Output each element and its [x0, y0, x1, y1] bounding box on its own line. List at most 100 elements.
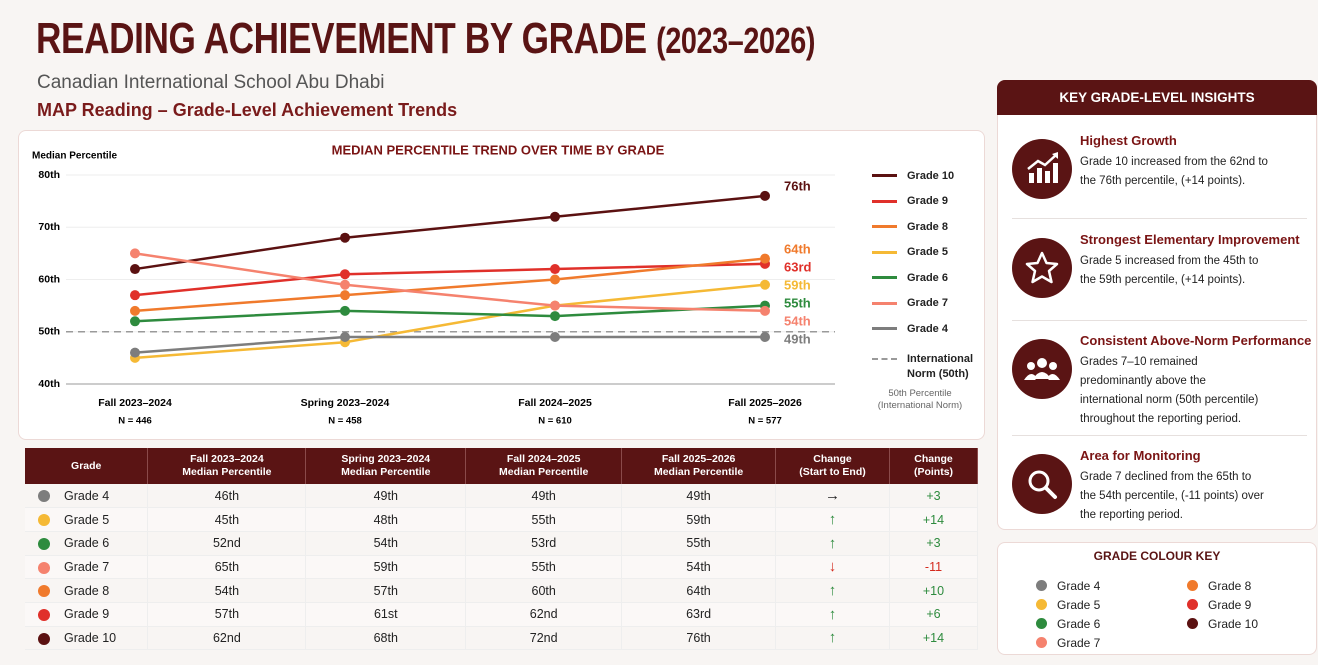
key-item: Grade 6: [1036, 614, 1100, 633]
series-line: [134, 262, 766, 297]
legend-label: Grade 4: [907, 322, 948, 335]
cell-text: +14: [922, 630, 945, 645]
cell-text: 68th: [373, 630, 398, 645]
insight-text: Grades 7–10 remained predominantly above…: [1080, 356, 1259, 425]
header-line: Fall 2025–2026: [661, 453, 736, 465]
cell-text: 53rd: [531, 536, 557, 551]
table-cell: →: [775, 484, 890, 509]
legend-swatch: [872, 276, 897, 280]
header-row: Grade Fall 2023–2024 Median Percentile Spri…: [25, 448, 979, 484]
cell-text: 48th: [373, 512, 398, 527]
table-row: Grade 4 46th 49th 49th 49th → +3: [25, 484, 979, 509]
y-tick-label: 40th: [38, 378, 60, 390]
table-cell: Grade 8: [25, 578, 149, 603]
y-tick-label: 50th: [38, 326, 60, 338]
table-row: Grade 10 62nd 68th 72nd 76th ↑ +14: [25, 626, 979, 651]
row-dot: [38, 632, 50, 645]
x-tick-note: N = 577: [748, 416, 782, 427]
data-point: [340, 269, 350, 280]
row-dot: [38, 490, 50, 503]
table-cell: 64th: [621, 578, 777, 603]
table-cell: 59th: [305, 555, 467, 580]
title-text: READING ACHIEVEMENT BY GRADE: [36, 14, 647, 63]
header-line: (Points): [913, 466, 954, 478]
grade-name: Grade 6: [64, 536, 110, 551]
legend-item: International Norm (50th): [872, 352, 984, 382]
key-dot: [1036, 618, 1047, 629]
cell-text: ↓: [828, 558, 837, 576]
series-line: [134, 252, 766, 313]
table-cell: 49th: [621, 484, 777, 509]
cell-text: 72nd: [529, 630, 558, 645]
star-icon: [1012, 238, 1072, 298]
legend-label: Grade 8: [907, 220, 948, 233]
key-item: Grade 10: [1187, 614, 1258, 633]
cell-text: 55th: [531, 559, 556, 574]
table-row: Grade 8 54th 57th 60th 64th ↑ +10: [25, 578, 979, 603]
separator: [1012, 218, 1307, 219]
table-cell: ↑: [775, 602, 890, 627]
separator: [1012, 320, 1307, 321]
table-cell: 76th: [621, 626, 777, 651]
table-cell: 60th: [465, 578, 623, 603]
key-dot: [1036, 580, 1047, 591]
separator: [1012, 435, 1307, 436]
cell-text: +14: [922, 512, 945, 527]
table-cell: -11: [889, 555, 979, 580]
data-point: [130, 290, 140, 301]
legend-item: Grade 7: [872, 291, 984, 317]
header-line: Median Percentile: [182, 466, 272, 478]
cell-text: ↑: [828, 511, 837, 529]
data-point: [760, 279, 770, 290]
legend: Grade 10 Grade 9 Grade 8 Grade 5 Grade 6 Grad…: [872, 163, 984, 382]
chart: MEDIAN PERCENTILE TREND OVER TIME BY GRA…: [32, 142, 835, 427]
cell-text: 54th: [214, 583, 240, 598]
column-header: Spring 2023–2024 Median Percentile: [305, 448, 467, 484]
legend-swatch: [872, 199, 897, 203]
y-tick-label: 70th: [38, 221, 60, 233]
cell-text: -11: [924, 559, 943, 574]
key-item: Grade 4: [1036, 576, 1100, 595]
title-years: (2023–2026): [656, 20, 816, 61]
subtitle: MAP Reading – Grade-Level Achievement Tr…: [37, 100, 458, 120]
end-label: 54th: [784, 313, 811, 328]
key-label: Grade 9: [1208, 597, 1252, 612]
table-row: Grade 9 57th 61st 62nd 63rd ↑ +6: [25, 602, 979, 627]
table-cell: 48th: [305, 507, 467, 532]
header-line: Fall 2024–2025: [506, 453, 581, 465]
legend-swatch: [872, 357, 897, 360]
legend-label: International Norm (50th): [907, 352, 974, 380]
x-tick-label: Spring 2023–2024: [301, 397, 390, 409]
table-cell: 49th: [305, 484, 467, 509]
end-label: 49th: [784, 331, 811, 346]
table-cell: 53rd: [465, 531, 623, 556]
cell-text: 49th: [531, 488, 556, 503]
school-name: Canadian International School Abu Dhabi: [37, 72, 385, 93]
key-item: Grade 5: [1036, 595, 1100, 614]
y-tick-label: 60th: [38, 273, 60, 285]
row-dot: [38, 608, 50, 621]
key-item: Grade 8: [1187, 576, 1251, 595]
legend-label: Grade 6: [907, 271, 948, 284]
table-cell: +14: [889, 507, 979, 532]
column-header: Change (Points): [889, 448, 979, 484]
key-label: Grade 4: [1057, 578, 1101, 593]
data-point: [340, 279, 350, 290]
series-line: [134, 304, 766, 323]
insight-heading: Strongest Elementary Improvement: [1080, 232, 1300, 247]
insight-text: Grade 5 increased from the 45th to the 5…: [1080, 255, 1259, 286]
key-item: Grade 7: [1036, 633, 1100, 652]
cell-text: →: [825, 487, 841, 505]
cell-text: 65th: [214, 559, 240, 574]
data-point: [760, 305, 770, 316]
table-row: Grade 6 52nd 54th 53rd 55th ↑ +3: [25, 531, 979, 556]
end-label: 64th: [784, 241, 811, 256]
header-line: Change: [813, 453, 852, 465]
grade-name: Grade 8: [64, 583, 110, 598]
x-tick-note: N = 610: [538, 416, 572, 427]
key-label: Grade 10: [1208, 616, 1259, 631]
series-line: [134, 257, 766, 313]
table-cell: 57th: [147, 602, 307, 627]
data-point: [130, 305, 140, 316]
y-tick-label: 80th: [38, 169, 60, 181]
